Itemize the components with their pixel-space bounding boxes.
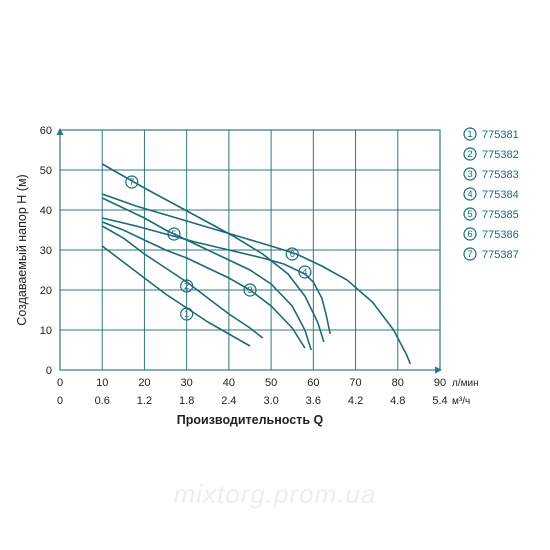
- x-tick-label-bottom: 1.2: [137, 395, 152, 407]
- x-tick-label-bottom: 0.6: [95, 395, 110, 407]
- y-tick-label: 10: [40, 325, 52, 337]
- x-tick-label-top: 30: [181, 377, 193, 389]
- curve-marker-label-1: 1: [184, 309, 189, 319]
- y-tick-label: 30: [40, 245, 52, 257]
- legend-label-5: 775385: [482, 209, 519, 221]
- x-tick-label-bottom: 3.6: [306, 395, 321, 407]
- legend-label-6: 775386: [482, 229, 519, 241]
- legend-num-1: 1: [467, 129, 472, 140]
- legend-label-2: 775382: [482, 149, 519, 161]
- x-tick-label-top: 70: [349, 377, 361, 389]
- curve-marker-label-6: 6: [290, 249, 295, 259]
- x-tick-label-bottom: 0: [57, 395, 63, 407]
- curve-marker-label-5: 5: [171, 229, 176, 239]
- legend-num-6: 6: [467, 229, 472, 240]
- x-axis-label: Производительность Q: [177, 413, 324, 427]
- y-tick-label: 20: [40, 285, 52, 297]
- curve-3: [102, 222, 305, 348]
- x-tick-label-bottom: 4.8: [390, 395, 405, 407]
- curve-marker-label-3: 3: [247, 285, 252, 295]
- legend-label-1: 775381: [482, 129, 519, 141]
- x-tick-label-top: 20: [138, 377, 150, 389]
- y-tick-label: 50: [40, 165, 52, 177]
- legend-label-7: 775387: [482, 249, 519, 261]
- x-tick-label-top: 80: [392, 377, 404, 389]
- legend-num-5: 5: [467, 209, 472, 220]
- x-unit-bottom: м³/ч: [452, 396, 470, 407]
- curve-1: [102, 246, 250, 346]
- x-axis-arrow-icon: [435, 367, 442, 374]
- y-axis-label: Создаваемый напор H (м): [15, 174, 29, 325]
- pump-performance-chart: 0 10 20 30 40 50 60 0 10 20 30 40 50 60 70 80 90 0 0.6 1.2 1…: [0, 0, 550, 550]
- legend-num-4: 4: [467, 189, 472, 200]
- y-tick-label: 60: [40, 125, 52, 137]
- x-tick-label-top: 40: [223, 377, 235, 389]
- legend-label-4: 775384: [482, 189, 519, 201]
- x-unit-top: л/мин: [452, 378, 479, 389]
- x-tick-label-bottom: 4.2: [348, 395, 363, 407]
- x-tick-label-top: 50: [265, 377, 277, 389]
- legend-num-7: 7: [467, 249, 472, 260]
- x-tick-label-top: 10: [96, 377, 108, 389]
- legend-label-3: 775383: [482, 169, 519, 181]
- x-tick-label-top: 0: [57, 377, 63, 389]
- x-tick-label-top: 90: [434, 377, 446, 389]
- y-axis-arrow-icon: [57, 128, 64, 135]
- legend-num-2: 2: [467, 149, 472, 160]
- y-tick-label: 40: [40, 205, 52, 217]
- curve-marker-label-4: 4: [302, 267, 307, 277]
- x-tick-label-bottom: 5.4: [432, 395, 447, 407]
- legend-num-3: 3: [467, 169, 472, 180]
- y-tick-label: 0: [46, 365, 52, 377]
- x-tick-label-bottom: 3.0: [263, 395, 278, 407]
- curve-marker-label-7: 7: [129, 177, 134, 187]
- x-tick-label-top: 60: [307, 377, 319, 389]
- curve-marker-label-2: 2: [184, 281, 189, 291]
- x-tick-label-bottom: 1.8: [179, 395, 194, 407]
- x-tick-label-bottom: 2.4: [221, 395, 236, 407]
